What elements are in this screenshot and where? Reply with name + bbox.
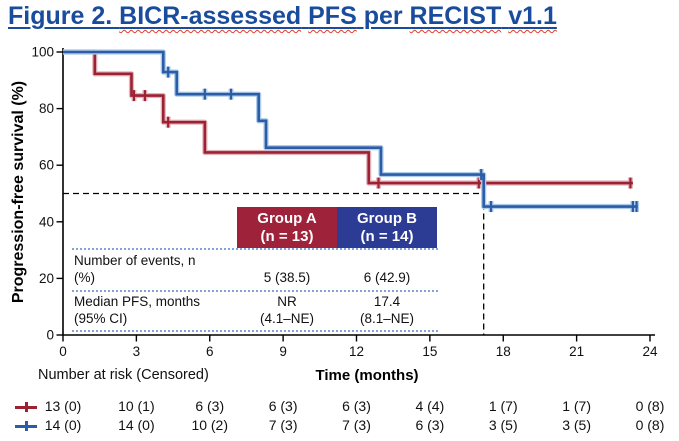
x-tick-label: 18 [496,344,511,359]
risk-value: 1 (7) [562,398,591,414]
dotted-separator [72,290,438,292]
title-word-misspelled: RECIST [409,2,502,30]
stats-header-line: (n = 13) [260,228,314,245]
x-tick-label: 15 [422,344,437,359]
x-tick-label: 6 [206,344,214,359]
risk-value: 4 (4) [415,398,445,414]
title-word-misspelled: PFS [308,2,357,30]
figure-title: Figure 2. BICR-assessed PFS per RECIST v… [8,2,557,31]
stats-value: (4.1–NE) [259,311,315,326]
risk-row-marker-censor [25,402,28,412]
risk-value: 1 (7) [488,398,518,414]
x-tick-label: 24 [642,344,658,359]
risk-value: 10 (2) [191,417,229,433]
x-tick-label: 9 [279,344,287,359]
title-word-misspelled: v1.1 [508,2,557,30]
y-tick-label: 100 [31,45,54,60]
x-tick-label: 0 [59,344,67,359]
stats-value: 17.4 [373,294,401,309]
title-word-misspelled: BICR-assessed [119,2,302,30]
risk-value: 14 (0) [118,417,155,433]
risk-value: 13 (0) [44,398,82,414]
stats-row-label: Median PFS, months [74,294,201,309]
risk-value: 3 (5) [488,417,518,433]
stats-header-line: (n = 14) [360,228,414,245]
x-tick-label: 21 [569,344,584,359]
risk-value: 14 (0) [44,417,82,433]
stats-row-label: Number of events, n [74,253,196,268]
dotted-separator [72,330,438,332]
dotted-separator [72,248,438,250]
group-a-curve [63,50,633,185]
stats-header-line: Group A [257,210,317,227]
stats-value: (8.1–NE) [359,311,415,326]
stats-value: 6 (42.9) [363,270,411,285]
number-at-risk-heading: Number at risk (Censored) [38,367,209,383]
title-text: per [356,2,410,30]
stats-header-group-a: Group A (n = 13) [237,207,337,248]
risk-value: 6 (3) [268,398,298,414]
y-tick-label: 20 [39,271,54,286]
group-b-curve [63,50,638,208]
risk-value: 0 (8) [635,398,665,414]
x-tick-label: 3 [133,344,141,359]
stats-table: Group A (n = 13) Group B (n = 14) Number of … [72,207,438,333]
risk-value: 6 (3) [342,398,371,414]
x-axis-label: Time (months) [315,367,419,384]
y-tick-label: 60 [39,158,54,173]
x-tick-label: 12 [349,344,364,359]
y-tick-label: 0 [46,328,54,343]
title-text: Figure 2. [8,2,120,30]
stats-header-line: Group B [357,210,417,227]
y-tick-label: 40 [39,214,54,229]
risk-row-marker-censor [25,421,28,431]
stats-value: NR [277,294,297,309]
group-a-curve-halo [63,49,633,186]
y-tick-label: 80 [39,101,54,116]
risk-value: 7 (3) [342,417,371,433]
risk-value: 3 (5) [562,417,591,433]
risk-value: 7 (3) [268,417,298,433]
stats-row-label: (%) [74,270,95,285]
risk-value: 0 (8) [635,417,665,433]
risk-value: 6 (3) [415,417,445,433]
stats-value: 5 (38.5) [263,270,311,285]
stats-row-label: (95% CI) [74,311,128,326]
stats-header-group-b: Group B (n = 14) [337,207,437,248]
risk-value: 10 (1) [118,398,155,414]
risk-value: 6 (3) [195,398,225,414]
